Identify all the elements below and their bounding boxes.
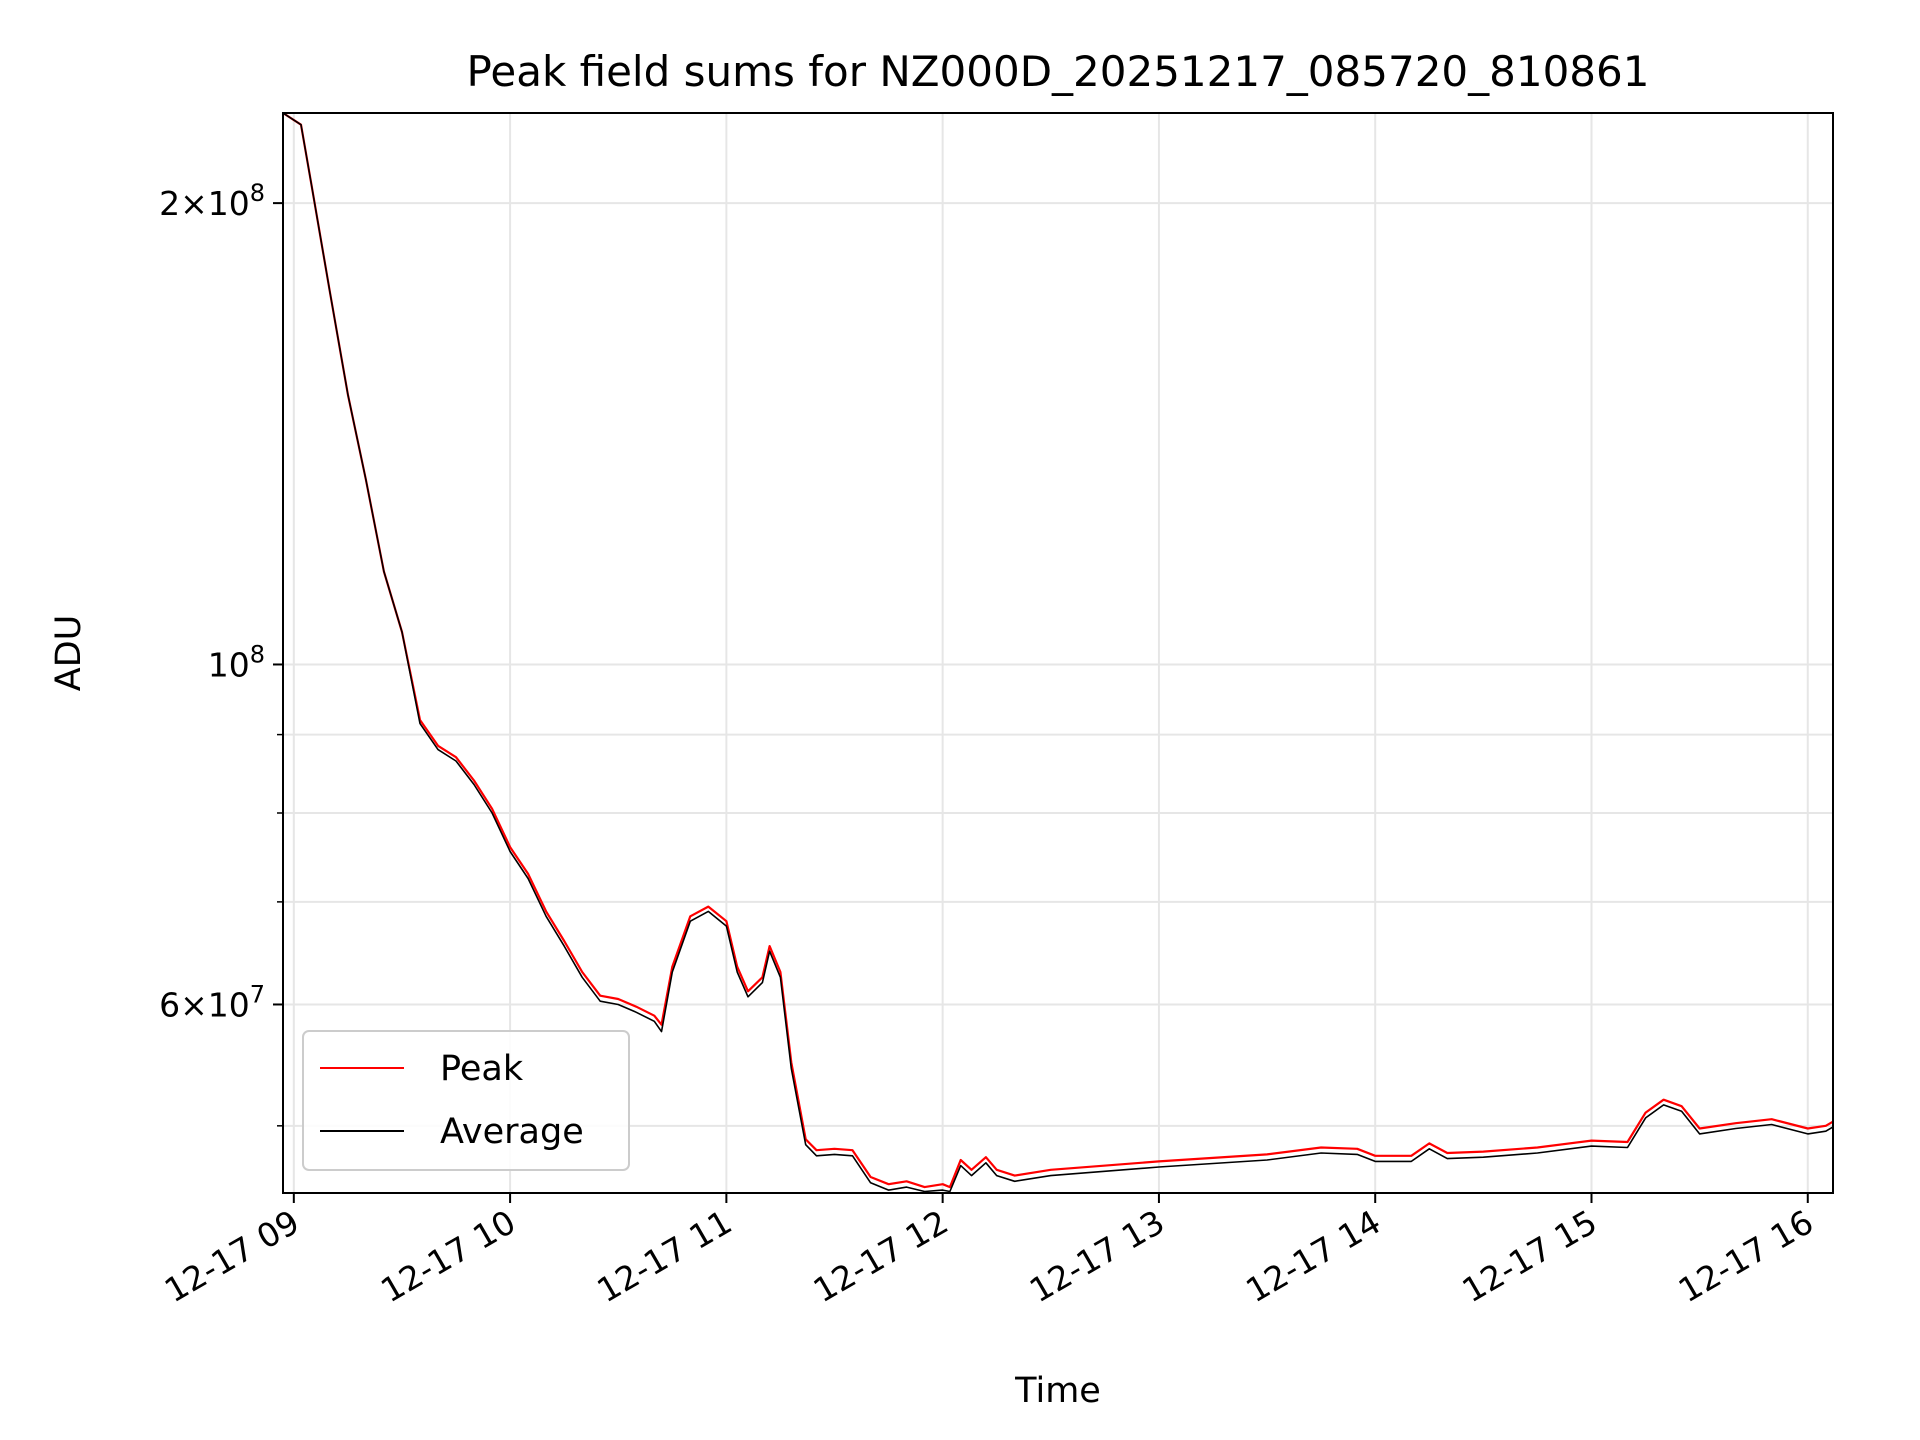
y-tick-label: 6×107 [159, 980, 265, 1024]
series-line-average [283, 113, 1833, 1193]
plot-frame [282, 112, 1834, 1194]
y-tick-label: 108 [208, 640, 265, 684]
legend-box [302, 1030, 630, 1171]
series-line-peak [283, 113, 1833, 1189]
y-tick-label: 2×108 [159, 179, 265, 223]
grid [283, 113, 1833, 1193]
chart-title: Peak field sums for NZ000D_20251217_0857… [467, 47, 1650, 96]
legend: Peak Average [302, 1030, 630, 1171]
y-axis: 2×108 108 6×107 [159, 179, 283, 1127]
legend-label-average: Average [440, 1112, 584, 1152]
x-axis-label: Time [1014, 1371, 1101, 1411]
y-axis-label: ADU [49, 615, 89, 692]
series-layer [283, 113, 1833, 1193]
legend-label-peak: Peak [440, 1049, 524, 1089]
